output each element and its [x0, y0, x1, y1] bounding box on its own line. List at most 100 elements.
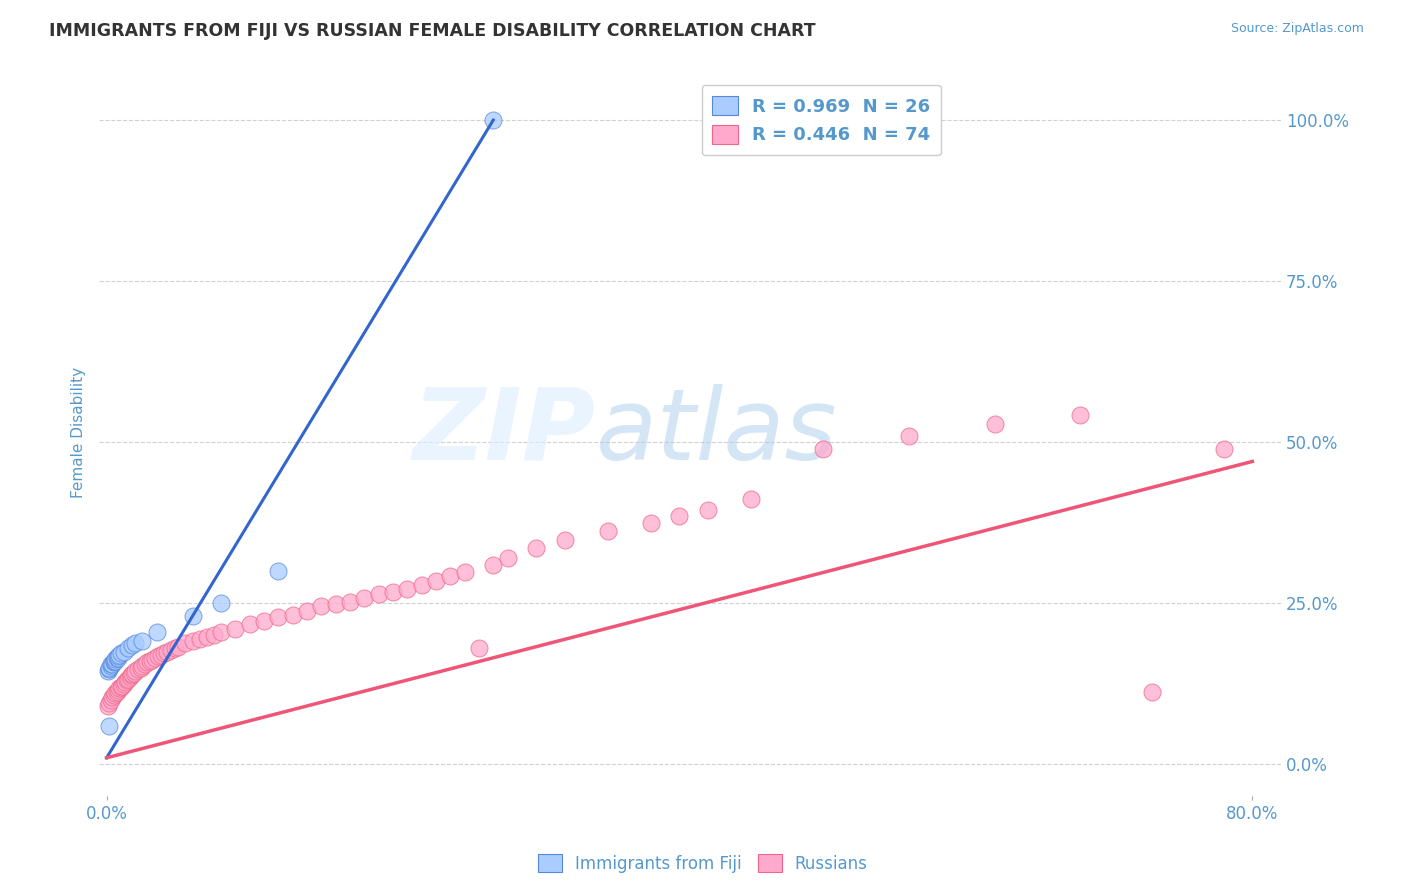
Point — [740, 491, 762, 506]
Point — [111, 679, 134, 693]
Point — [224, 622, 246, 636]
Point — [97, 699, 120, 714]
Point — [115, 673, 138, 688]
Text: IMMIGRANTS FROM FIJI VS RUSSIAN FEMALE DISABILITY CORRELATION CHART: IMMIGRANTS FROM FIJI VS RUSSIAN FEMALE D… — [49, 22, 815, 40]
Point — [482, 558, 505, 572]
Point — [127, 662, 149, 676]
Point — [382, 584, 405, 599]
Point — [353, 591, 375, 605]
Point — [496, 551, 519, 566]
Point — [181, 609, 204, 624]
Point — [131, 659, 153, 673]
Point — [153, 647, 176, 661]
Point — [107, 648, 129, 663]
Point — [110, 647, 132, 661]
Point — [121, 667, 143, 681]
Point — [98, 662, 121, 676]
Point — [167, 640, 190, 654]
Point — [120, 668, 142, 682]
Point — [339, 595, 361, 609]
Point — [897, 428, 920, 442]
Point — [98, 718, 121, 732]
Point — [134, 657, 156, 672]
Point — [367, 586, 389, 600]
Point — [101, 690, 124, 704]
Point — [124, 664, 146, 678]
Point — [135, 656, 157, 670]
Point — [453, 566, 475, 580]
Point — [118, 670, 141, 684]
Point — [129, 660, 152, 674]
Point — [983, 417, 1005, 431]
Point — [396, 582, 419, 596]
Point — [181, 633, 204, 648]
Point — [104, 652, 127, 666]
Point — [121, 638, 143, 652]
Point — [411, 578, 433, 592]
Point — [110, 680, 132, 694]
Point — [112, 677, 135, 691]
Point — [160, 642, 183, 657]
Legend: Immigrants from Fiji, Russians: Immigrants from Fiji, Russians — [531, 847, 875, 880]
Point — [98, 660, 121, 674]
Point — [100, 659, 122, 673]
Point — [122, 665, 145, 680]
Y-axis label: Female Disability: Female Disability — [72, 367, 86, 498]
Point — [103, 654, 125, 668]
Point — [108, 648, 131, 662]
Point — [150, 648, 173, 662]
Point — [596, 524, 619, 538]
Point — [524, 541, 547, 556]
Point — [174, 636, 197, 650]
Legend: R = 0.969  N = 26, R = 0.446  N = 74: R = 0.969 N = 26, R = 0.446 N = 74 — [702, 85, 941, 155]
Point — [325, 598, 347, 612]
Text: ZIP: ZIP — [413, 384, 596, 481]
Point — [239, 616, 262, 631]
Point — [640, 516, 662, 530]
Point — [202, 628, 225, 642]
Text: atlas: atlas — [596, 384, 838, 481]
Point — [468, 641, 491, 656]
Point — [105, 685, 128, 699]
Point — [281, 607, 304, 622]
Point — [131, 633, 153, 648]
Point — [267, 610, 290, 624]
Point — [482, 113, 505, 128]
Point — [253, 614, 276, 628]
Point — [554, 533, 576, 547]
Point — [97, 664, 120, 678]
Point — [668, 509, 690, 524]
Point — [105, 651, 128, 665]
Point — [1212, 442, 1234, 456]
Point — [811, 442, 834, 456]
Point — [101, 657, 124, 672]
Point — [311, 599, 333, 614]
Point — [112, 644, 135, 658]
Point — [107, 651, 129, 665]
Point — [425, 574, 447, 588]
Point — [100, 657, 122, 672]
Point — [103, 688, 125, 702]
Point — [156, 644, 179, 658]
Point — [1140, 685, 1163, 699]
Point — [209, 625, 232, 640]
Point — [145, 625, 167, 640]
Point — [146, 648, 169, 663]
Point — [108, 681, 131, 696]
Point — [267, 564, 290, 578]
Text: Source: ZipAtlas.com: Source: ZipAtlas.com — [1230, 22, 1364, 36]
Point — [138, 654, 160, 668]
Point — [188, 632, 211, 646]
Point — [165, 641, 187, 656]
Point — [209, 596, 232, 610]
Point — [117, 641, 139, 656]
Point — [141, 653, 163, 667]
Point — [195, 630, 218, 644]
Point — [100, 693, 122, 707]
Point — [1069, 408, 1091, 422]
Point — [114, 674, 136, 689]
Point — [104, 654, 127, 668]
Point — [103, 656, 125, 670]
Point — [439, 569, 461, 583]
Point — [98, 696, 121, 710]
